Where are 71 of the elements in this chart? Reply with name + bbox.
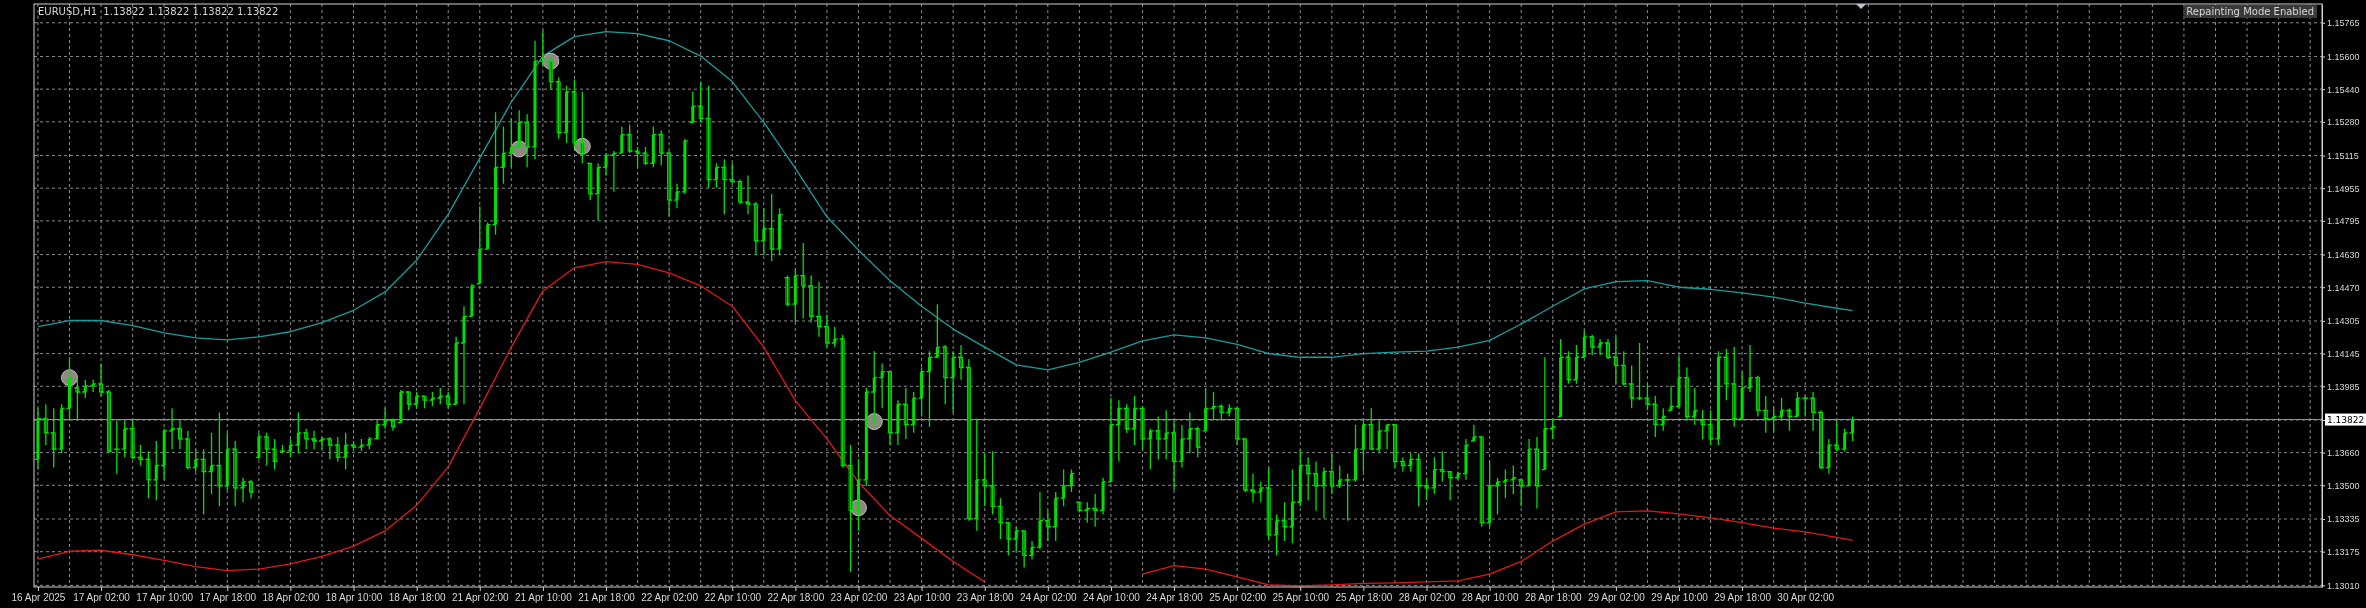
candlestick: [643, 146, 648, 166]
x-tick-label: 24 Apr 10:00: [1083, 592, 1141, 604]
candlestick: [848, 444, 853, 573]
candlestick: [146, 450, 151, 499]
candlestick: [1006, 522, 1011, 556]
annotation: Repainting Mode Enabled: [2186, 6, 2314, 17]
x-tick-label: 23 Apr 02:00: [830, 592, 888, 604]
x-tick-label: 16 Apr 2025: [11, 592, 66, 604]
y-tick-label: 1.15280: [2327, 117, 2360, 128]
candlestick: [422, 395, 427, 409]
y-tick-label: 1.13500: [2327, 480, 2360, 491]
x-tick-label: 18 Apr 10:00: [325, 592, 383, 604]
y-tick-label: 1.13335: [2327, 514, 2360, 525]
candlestick: [990, 450, 995, 516]
x-tick-label: 28 Apr 02:00: [1398, 592, 1456, 604]
x-tick-label: 30 Apr 02:00: [1777, 592, 1835, 604]
x-tick-label: 18 Apr 18:00: [388, 592, 446, 604]
x-tick-label: 21 Apr 02:00: [451, 592, 510, 604]
x-tick-label: 25 Apr 02:00: [1209, 592, 1267, 604]
x-tick-label: 21 Apr 18:00: [578, 592, 636, 604]
x-tick-label: 28 Apr 10:00: [1461, 592, 1519, 604]
y-tick-label: 1.15765: [2327, 18, 2360, 29]
line-series: [1141, 510, 1854, 587]
candlestick: [998, 497, 1003, 540]
x-tick-label: 24 Apr 18:00: [1146, 592, 1204, 604]
x-tick-label: 17 Apr 18:00: [199, 592, 257, 604]
chart-title: EURUSD,H1 1.13822 1.13822 1.13822 1.13822: [38, 6, 279, 17]
y-tick-label: 1.13010: [2327, 580, 2360, 591]
candlestick: [1645, 383, 1650, 412]
y-tick-label: 1.15115: [2327, 150, 2359, 161]
x-tick-label: 17 Apr 10:00: [136, 592, 194, 604]
x-tick-label: 22 Apr 18:00: [767, 592, 825, 604]
line-series: [37, 30, 1854, 371]
y-tick-label: 1.15440: [2327, 84, 2360, 95]
x-tick-label: 29 Apr 18:00: [1714, 592, 1772, 604]
x-tick-label: 17 Apr 02:00: [73, 592, 131, 604]
x-tick-label: 22 Apr 02:00: [641, 592, 699, 604]
y-tick-label: 1.13175: [2327, 547, 2360, 558]
y-tick-label: 1.15600: [2327, 51, 2360, 62]
candlestick: [201, 448, 206, 516]
candlestick: [1566, 350, 1571, 385]
candlestick: [1140, 405, 1145, 450]
candlestick: [130, 419, 135, 461]
x-tick-label: 29 Apr 02:00: [1588, 592, 1646, 604]
ref-line-label: 1.13822: [2327, 414, 2365, 425]
y-tick-label: 1.14795: [2327, 216, 2360, 227]
y-tick-label: 1.14955: [2327, 183, 2360, 194]
x-tick-label: 29 Apr 10:00: [1651, 592, 1709, 604]
candlestick: [217, 411, 222, 507]
candlestick: [1416, 452, 1421, 507]
x-tick-label: 18 Apr 02:00: [262, 592, 320, 604]
x-tick-label: 22 Apr 10:00: [704, 592, 762, 604]
x-tick-label: 23 Apr 10:00: [893, 592, 951, 604]
candlestick: [785, 274, 790, 307]
y-tick-label: 1.13985: [2327, 381, 2360, 392]
x-tick-label: 21 Apr 10:00: [515, 592, 573, 604]
x-tick-label: 23 Apr 18:00: [956, 592, 1014, 604]
candlestick: [572, 78, 577, 148]
candlestick: [1708, 409, 1713, 446]
y-tick-label: 1.14145: [2327, 348, 2360, 359]
candlestick: [706, 85, 711, 189]
x-tick-label: 24 Apr 02:00: [1019, 592, 1078, 604]
y-tick-label: 1.14305: [2327, 316, 2360, 327]
y-tick-label: 1.14470: [2327, 282, 2360, 293]
x-tick-label: 28 Apr 18:00: [1524, 592, 1583, 604]
y-tick-label: 1.14630: [2327, 249, 2360, 260]
x-tick-label: 25 Apr 18:00: [1335, 592, 1393, 604]
line-series: [37, 261, 986, 583]
y-tick-label: 1.13660: [2327, 448, 2360, 459]
candlestick: [272, 438, 277, 471]
x-tick-label: 25 Apr 10:00: [1272, 592, 1330, 604]
